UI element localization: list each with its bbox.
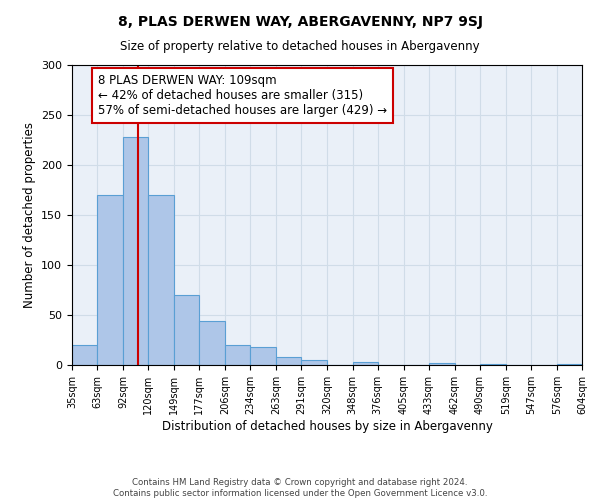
Bar bbox=[301, 360, 328, 365]
X-axis label: Distribution of detached houses by size in Abergavenny: Distribution of detached houses by size … bbox=[161, 420, 493, 432]
Text: 8, PLAS DERWEN WAY, ABERGAVENNY, NP7 9SJ: 8, PLAS DERWEN WAY, ABERGAVENNY, NP7 9SJ bbox=[118, 15, 482, 29]
Text: Size of property relative to detached houses in Abergavenny: Size of property relative to detached ho… bbox=[120, 40, 480, 53]
Bar bbox=[225, 345, 250, 365]
Bar bbox=[199, 321, 225, 365]
Bar bbox=[557, 364, 582, 365]
Bar bbox=[174, 295, 199, 365]
Bar bbox=[353, 362, 377, 365]
Y-axis label: Number of detached properties: Number of detached properties bbox=[23, 122, 35, 308]
Bar bbox=[72, 345, 97, 365]
Bar bbox=[480, 364, 506, 365]
Bar bbox=[123, 137, 148, 365]
Bar bbox=[97, 195, 123, 365]
Bar bbox=[250, 347, 277, 365]
Bar bbox=[148, 195, 174, 365]
Text: Contains HM Land Registry data © Crown copyright and database right 2024.
Contai: Contains HM Land Registry data © Crown c… bbox=[113, 478, 487, 498]
Text: 8 PLAS DERWEN WAY: 109sqm
← 42% of detached houses are smaller (315)
57% of semi: 8 PLAS DERWEN WAY: 109sqm ← 42% of detac… bbox=[97, 74, 386, 117]
Bar bbox=[277, 357, 301, 365]
Bar bbox=[429, 363, 455, 365]
